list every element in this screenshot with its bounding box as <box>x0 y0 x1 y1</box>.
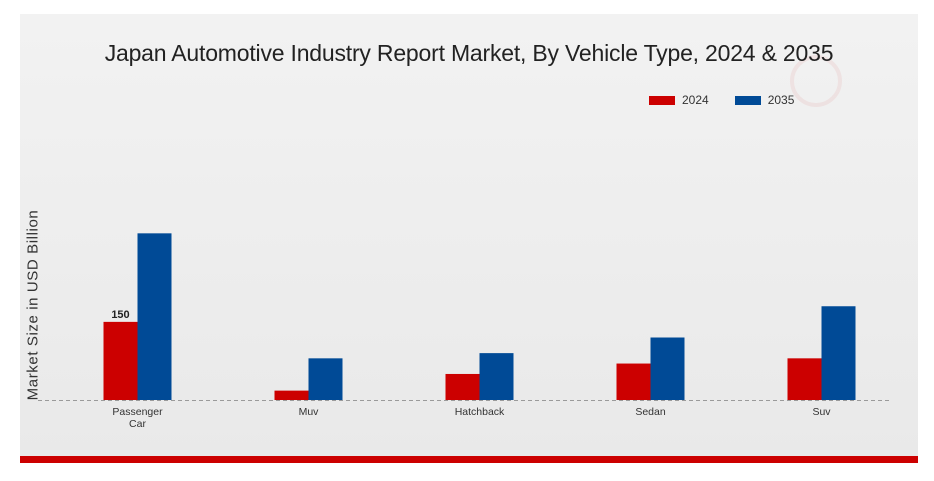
x-tick-label: Car <box>129 418 146 430</box>
bar-2024-passenger-car <box>103 321 138 400</box>
bar-2024-suv <box>787 358 822 400</box>
legend-item-2024: 2024 <box>649 93 709 107</box>
bar-2035-suv <box>821 306 856 400</box>
bar-2035-muv <box>308 358 343 400</box>
watermark-logo <box>790 55 842 107</box>
footer-accent-bar <box>20 456 918 463</box>
legend-label-2024: 2024 <box>682 93 709 107</box>
bar-2024-hatchback <box>445 373 480 400</box>
bar-2024-sedan <box>616 363 651 400</box>
legend-swatch-2024 <box>649 95 675 105</box>
bar-2035-hatchback <box>479 353 514 400</box>
legend-item-2035: 2035 <box>734 93 795 107</box>
chart-title: Japan Automotive Industry Report Market,… <box>104 40 834 66</box>
bar-2024-muv <box>274 390 309 400</box>
x-tick-label: Suv <box>812 406 831 418</box>
legend-label-2035: 2035 <box>767 93 795 107</box>
data-label: 150 <box>111 309 129 321</box>
legend-swatch-2035 <box>734 95 761 105</box>
bar-2035-sedan <box>650 337 685 400</box>
x-tick-label: Muv <box>299 406 320 418</box>
bar-2035-passenger-car <box>137 233 172 400</box>
chart-legend: 2024 2035 <box>649 90 820 110</box>
x-tick-label: Sedan <box>635 406 666 418</box>
x-tick-label: Hatchback <box>455 406 505 418</box>
x-tick-label: Passenger <box>112 406 163 418</box>
